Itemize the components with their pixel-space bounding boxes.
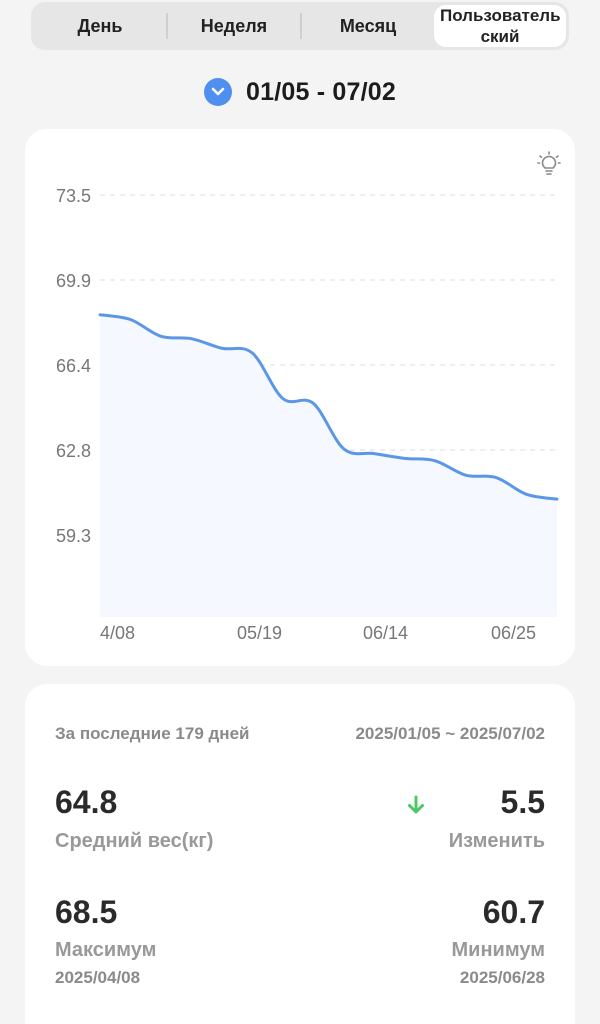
- period-label: За последние 179 дней: [55, 724, 250, 743]
- x-tick-label: 06/25: [491, 623, 536, 643]
- change-label: Изменить: [448, 830, 545, 852]
- tab-custom-label: Пользователь ский: [440, 6, 561, 46]
- min-label: Минимум: [451, 939, 545, 961]
- tab-custom[interactable]: Пользователь ский: [434, 5, 566, 47]
- stats-card: За последние 179 дней 2025/01/05 ~ 2025/…: [25, 684, 575, 1024]
- tab-divider: [300, 13, 302, 39]
- period-tabs: День Неделя Месяц Пользователь ский: [31, 2, 569, 50]
- weight-area-chart: 73.5 69.9 66.4 62.8 59.3 4/08 05/19 06/14 06/25: [56, 186, 559, 643]
- max-label: Максимум: [55, 939, 157, 961]
- max-date: 2025/04/08: [55, 968, 141, 987]
- avg-label: Средний вес(кг): [55, 830, 214, 852]
- y-tick-label: 62.8: [56, 441, 91, 461]
- y-tick-label: 59.3: [56, 526, 91, 546]
- x-tick-label: 06/14: [363, 623, 408, 643]
- min-date: 2025/06/28: [459, 968, 545, 987]
- tab-week[interactable]: Неделя: [200, 15, 268, 36]
- y-tick-label: 69.9: [56, 271, 91, 291]
- area-fill: [100, 314, 557, 617]
- max-value: 68.5: [55, 894, 118, 930]
- date-range-selector[interactable]: 01/05 - 07/02: [0, 72, 600, 112]
- date-range-label: 01/05 - 07/02: [246, 77, 396, 106]
- weight-chart-card: 73.5 69.9 66.4 62.8 59.3 4/08 05/19 06/14 06/25: [25, 129, 575, 666]
- arrow-down-icon: [408, 795, 424, 814]
- change-value: 5.5: [500, 784, 545, 820]
- period-range: 2025/01/05 ~ 2025/07/02: [355, 724, 545, 743]
- series-line: [98, 313, 559, 501]
- avg-value: 64.8: [55, 784, 118, 820]
- min-value: 60.7: [482, 894, 545, 930]
- lightbulb-icon[interactable]: [537, 151, 561, 177]
- y-tick-label: 66.4: [56, 356, 91, 376]
- tab-day[interactable]: День: [77, 15, 123, 36]
- y-tick-label: 73.5: [56, 186, 91, 206]
- tab-month[interactable]: Месяц: [339, 15, 397, 36]
- tab-divider: [166, 13, 168, 39]
- x-tick-label: 4/08: [100, 623, 135, 643]
- chevron-down-icon[interactable]: [204, 78, 233, 106]
- x-tick-label: 05/19: [237, 623, 282, 643]
